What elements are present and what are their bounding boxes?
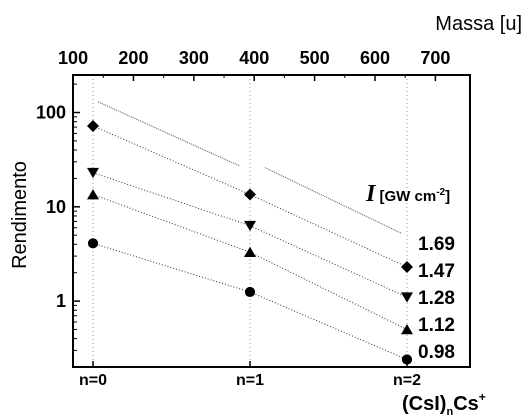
legend-title: I [GW cm-2]: [365, 181, 450, 207]
data-point-circle-1: [244, 286, 256, 298]
value-label-1: 1.47: [418, 261, 455, 282]
reference-lines: [97, 101, 403, 235]
series-line-0-0: [92, 125, 251, 195]
series-lines: [92, 125, 408, 360]
x-axis-ticks: n=0 n=1 n=2: [79, 361, 421, 389]
x-axis-label-tail: Cs: [453, 393, 479, 415]
series-line-2-1: [249, 251, 408, 330]
legend-title-unit: [GW cm: [375, 188, 436, 205]
y-tick-label-1: 1: [56, 291, 66, 311]
x-axis-label: (CsI)nCs+: [402, 390, 486, 418]
x-axis-label-sup: +: [479, 390, 486, 404]
series-line-2-0: [92, 194, 251, 253]
data-point-triangle-down-1: [244, 220, 256, 232]
y-axis-ticks: 1 10 100: [36, 83, 80, 368]
value-label-3: 1.12: [418, 315, 455, 336]
series-line-3-0: [92, 242, 251, 293]
top-tick-label-400: 400: [239, 48, 269, 68]
series-line-1-1: [249, 225, 408, 298]
plot-frame: [72, 74, 471, 368]
value-label-0: 1.69: [418, 234, 455, 255]
value-labels: 1.69 1.47 1.28 1.12 0.98: [418, 234, 455, 363]
top-tick-label-200: 200: [118, 48, 148, 68]
top-tick-label-100: 100: [58, 48, 88, 68]
reference-line-0: [97, 101, 241, 167]
top-tick-label-700: 700: [420, 48, 450, 68]
y-tick-label-100: 100: [36, 103, 66, 123]
data-point-diamond-0: [87, 119, 99, 132]
value-label-4: 0.98: [418, 342, 455, 363]
reference-line-1: [264, 167, 403, 235]
data-point-triangle-up-2: [401, 324, 413, 335]
data-point-circle-0: [87, 238, 99, 249]
top-axis-ticks: 100 200 300 400 500 600 700: [58, 48, 450, 81]
top-axis-label: Massa [u]: [435, 13, 522, 35]
legend-title-unit-close: ]: [445, 188, 450, 205]
x-tick-label-0: n=0: [79, 372, 107, 389]
data-point-triangle-up-0: [87, 189, 99, 200]
x-axis-label-sub: n: [446, 406, 453, 418]
data-markers: [87, 119, 413, 365]
x-tick-label-2: n=2: [393, 372, 421, 389]
data-point-diamond-1: [244, 188, 256, 201]
series-line-1-0: [92, 172, 251, 227]
data-point-triangle-down-2: [401, 292, 413, 303]
value-label-2: 1.28: [418, 288, 455, 309]
data-point-triangle-up-1: [244, 246, 256, 258]
top-tick-label-600: 600: [360, 48, 390, 68]
data-point-circle-2: [401, 354, 413, 365]
data-point-diamond-2: [401, 260, 413, 273]
y-axis-label: Rendimento: [9, 161, 31, 269]
series-line-3-1: [249, 291, 408, 360]
series-line-0-1: [249, 194, 408, 268]
x-axis-label-main: (CsI): [402, 393, 446, 415]
legend-title-unit-exp: -2: [436, 187, 445, 198]
x-tick-label-1: n=1: [236, 372, 264, 389]
data-point-triangle-down-0: [87, 167, 99, 179]
y-tick-label-10: 10: [46, 197, 66, 217]
legend-title-symbol: I: [365, 181, 377, 207]
top-tick-label-300: 300: [179, 48, 209, 68]
top-tick-label-500: 500: [300, 48, 330, 68]
